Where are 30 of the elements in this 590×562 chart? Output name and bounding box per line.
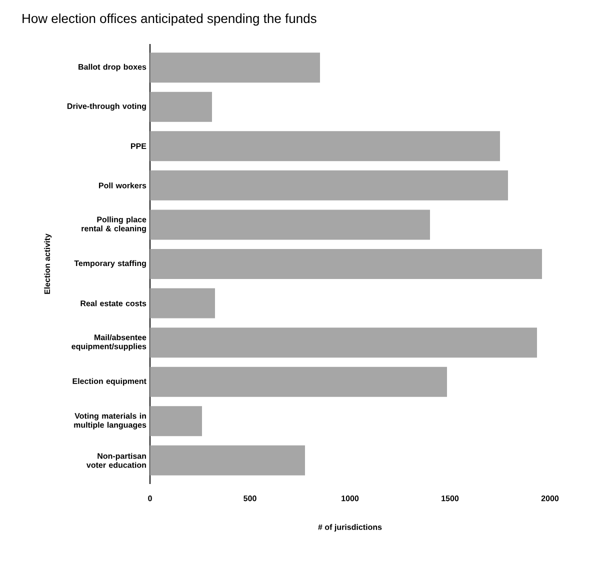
y-tick-label: Polling place rental & cleaning	[82, 216, 146, 233]
chart-title: How election offices anticipated spending the funds	[22, 14, 316, 26]
bar	[150, 406, 202, 436]
y-tick-label: Mail/absentee equipment/supplies	[72, 334, 146, 351]
bar	[150, 210, 430, 240]
x-tick-label: 500	[244, 496, 256, 502]
x-axis-title: # of jurisdictions	[318, 524, 382, 532]
y-tick-label: Voting materials in multiple languages	[74, 412, 146, 430]
bar	[150, 366, 447, 397]
y-axis-title: Election activity	[44, 234, 52, 294]
y-tick-label: Real estate costs	[80, 300, 146, 306]
bar	[150, 52, 320, 83]
x-tick-label: 0	[148, 496, 152, 502]
x-tick-label: 2000	[541, 496, 559, 502]
y-tick-label: Temporary staffing	[74, 260, 146, 268]
y-tick-label: PPE	[130, 143, 146, 149]
bar	[150, 170, 508, 200]
bar	[150, 288, 216, 318]
x-tick-label: 1500	[442, 496, 459, 502]
bar	[150, 131, 500, 162]
bar	[150, 328, 537, 358]
y-tick-label: Election equipment	[72, 378, 146, 386]
bar	[150, 248, 542, 279]
x-tick-label: 1000	[342, 496, 359, 502]
bar	[150, 92, 212, 122]
bar	[150, 445, 305, 476]
y-tick-label: Ballot drop boxes	[78, 64, 146, 72]
y-tick-label: Poll workers	[98, 182, 146, 188]
y-tick-label: Drive-through voting	[67, 103, 146, 111]
y-tick-label: Non-partisan voter education	[86, 452, 146, 468]
